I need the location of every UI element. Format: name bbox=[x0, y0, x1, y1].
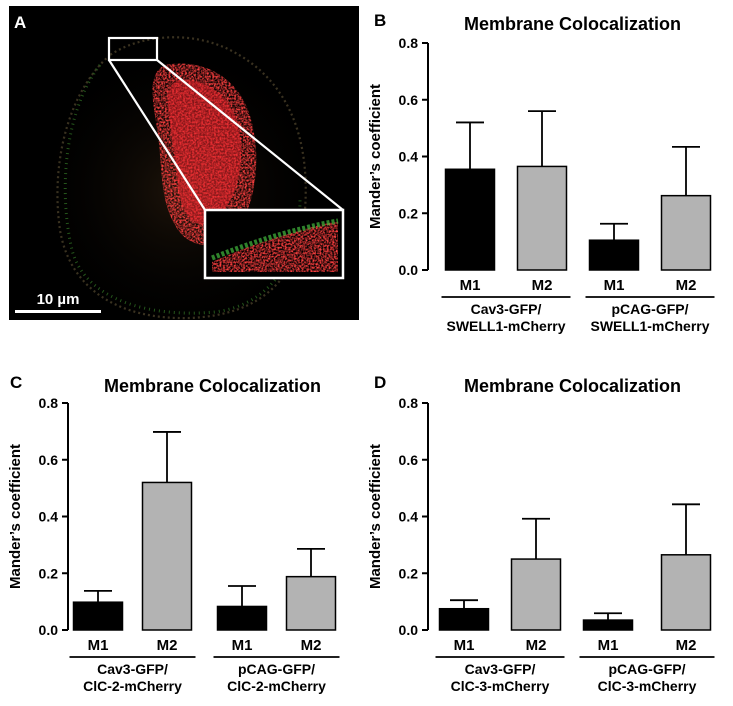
micrograph-panel: 10 µm A bbox=[9, 6, 359, 320]
inset-membrane-green bbox=[211, 218, 339, 261]
bar bbox=[516, 165, 568, 271]
y-tick-label: 0.2 bbox=[39, 565, 59, 581]
y-tick-label: 0.6 bbox=[39, 452, 59, 468]
bar bbox=[510, 558, 562, 631]
cell-membrane bbox=[56, 36, 307, 320]
bar bbox=[660, 194, 712, 271]
bar-label: M2 bbox=[676, 277, 697, 294]
y-tick-label: 0.4 bbox=[39, 509, 59, 525]
bar-label: M2 bbox=[532, 277, 553, 294]
y-axis-label: Mander’s coefficient bbox=[367, 444, 384, 589]
y-tick-label: 0.2 bbox=[399, 565, 419, 581]
bar bbox=[72, 601, 124, 631]
y-tick-label: 0.0 bbox=[39, 622, 59, 638]
group-label-line2: ClC-2-mCherry bbox=[227, 678, 326, 694]
bar-label: M2 bbox=[676, 637, 697, 654]
charts: B Membrane Colocalization 0.0 0.2 0.4 0.6 0.8 M… bbox=[7, 11, 715, 694]
inset-membrane-red bbox=[212, 222, 338, 272]
y-tick-label: 0.4 bbox=[399, 149, 419, 165]
group-label-line2: SWELL1-mCherry bbox=[590, 318, 709, 334]
chart-panel-d: D Membrane Colocalization 0.0 0.2 0.4 0.6 0.8 M… bbox=[367, 373, 715, 694]
bar-label: M1 bbox=[232, 637, 253, 654]
y-tick-label: 0.6 bbox=[399, 92, 419, 108]
bar bbox=[141, 481, 193, 631]
panel-label: D bbox=[374, 373, 386, 392]
y-tick-label: 0.8 bbox=[399, 395, 419, 411]
zoom-line bbox=[108, 59, 206, 211]
group-label-line2: ClC-3-mCherry bbox=[598, 678, 697, 694]
y-tick-label: 0.6 bbox=[399, 452, 419, 468]
panel-label-a: A bbox=[14, 13, 26, 32]
group-label-line2: ClC-2-mCherry bbox=[83, 678, 182, 694]
bar bbox=[582, 619, 634, 631]
bar bbox=[216, 605, 268, 631]
bar-label: M1 bbox=[460, 277, 481, 294]
group-label-line2: ClC-3-mCherry bbox=[451, 678, 550, 694]
group-label-line1: pCAG-GFP/ bbox=[238, 661, 315, 677]
y-tick-label: 0.0 bbox=[399, 622, 419, 638]
bar-label: M2 bbox=[157, 637, 178, 654]
bar bbox=[285, 575, 337, 631]
panel-label: C bbox=[10, 373, 22, 392]
bar-label: M2 bbox=[526, 637, 547, 654]
group-label-line1: pCAG-GFP/ bbox=[609, 661, 686, 677]
bar-label: M1 bbox=[604, 277, 625, 294]
chart-panel-c: C Membrane Colocalization 0.0 0.2 0.4 0.6 0.8 M… bbox=[7, 373, 340, 694]
bar bbox=[588, 239, 640, 271]
bar-label: M1 bbox=[88, 637, 109, 654]
group-label-line1: pCAG-GFP/ bbox=[612, 301, 689, 317]
zoom-source-box bbox=[107, 36, 159, 62]
group-label-line2: SWELL1-mCherry bbox=[446, 318, 565, 334]
bar bbox=[438, 607, 490, 631]
y-tick-label: 0.2 bbox=[399, 205, 419, 221]
y-tick-label: 0.8 bbox=[39, 395, 59, 411]
y-tick-label: 0.0 bbox=[399, 262, 419, 278]
y-tick-label: 0.8 bbox=[399, 35, 419, 51]
scale-bar-label: 10 µm bbox=[37, 291, 80, 308]
chart-title: Membrane Colocalization bbox=[464, 14, 681, 34]
bar-label: M2 bbox=[301, 637, 322, 654]
y-axis-label: Mander’s coefficient bbox=[367, 84, 384, 229]
panel-label: B bbox=[374, 11, 386, 30]
y-tick-label: 0.4 bbox=[399, 509, 419, 525]
zoom-line bbox=[156, 59, 344, 211]
bar-label: M1 bbox=[454, 637, 475, 654]
nucleus-red-core bbox=[167, 79, 242, 224]
group-label-line1: Cav3-GFP/ bbox=[97, 661, 168, 677]
bar-label: M1 bbox=[598, 637, 619, 654]
group-label-line1: Cav3-GFP/ bbox=[471, 301, 542, 317]
chart-title: Membrane Colocalization bbox=[104, 376, 321, 396]
bar bbox=[660, 554, 712, 631]
chart-panel-b: B Membrane Colocalization 0.0 0.2 0.4 0.6 0.8 M… bbox=[367, 11, 715, 334]
y-axis-label: Mander’s coefficient bbox=[7, 444, 24, 589]
scale-bar bbox=[15, 310, 101, 313]
bar bbox=[444, 168, 496, 271]
chart-title: Membrane Colocalization bbox=[464, 376, 681, 396]
group-label-line1: Cav3-GFP/ bbox=[465, 661, 536, 677]
